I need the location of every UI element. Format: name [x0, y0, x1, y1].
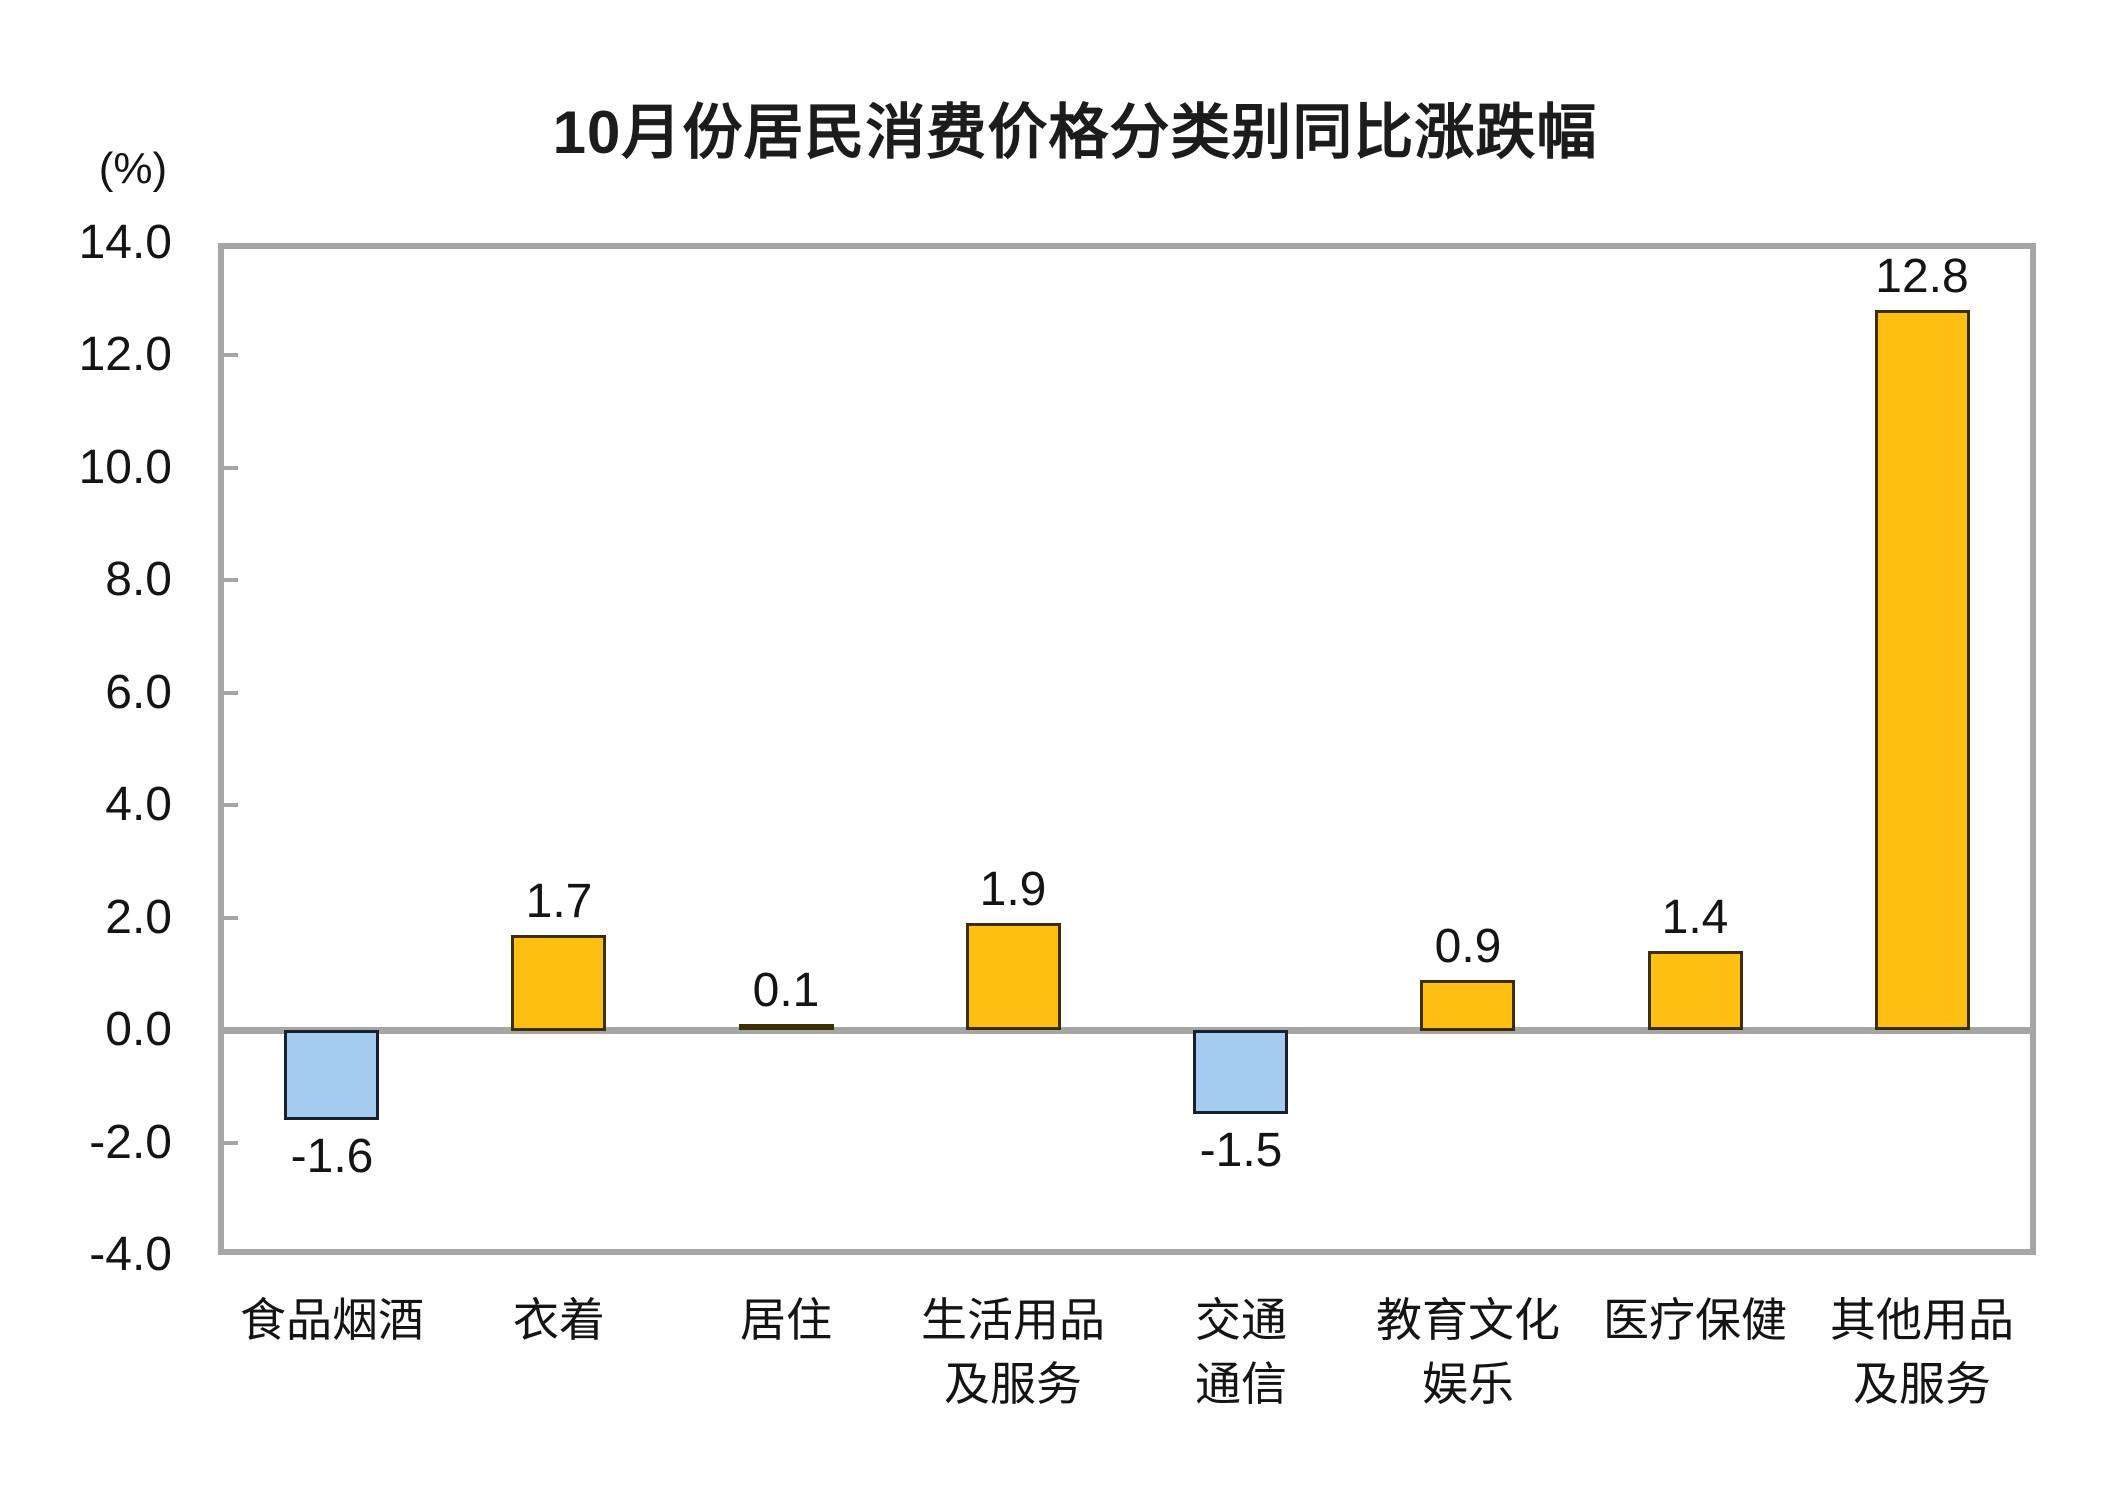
y-tick-label: 2.0 [105, 891, 172, 944]
x-tick-label: 食品烟酒 [240, 1294, 424, 1346]
y-tick-label: 0.0 [105, 1003, 172, 1056]
bar-value-label: 1.7 [525, 875, 593, 928]
y-tick-mark [224, 916, 238, 920]
y-tick-label: 4.0 [105, 778, 172, 831]
y-tick-mark [224, 803, 238, 807]
y-tick-mark [224, 353, 238, 357]
y-tick-mark [224, 466, 238, 470]
bar-value-label: -1.5 [1199, 1124, 1283, 1177]
x-tick-label: 衣着 [513, 1294, 605, 1346]
bar-value-label: -1.6 [290, 1130, 374, 1183]
y-tick-label: 14.0 [78, 216, 172, 269]
y-tick-label: -4.0 [89, 1228, 172, 1281]
y-tick-mark [224, 691, 238, 695]
y-tick-mark [224, 1141, 238, 1145]
chart-title: 10月份居民消费价格分类别同比涨跌幅 [552, 99, 1598, 166]
bar-value-label: 0.9 [1434, 920, 1502, 973]
y-tick-label: 10.0 [78, 441, 172, 494]
x-tick-label: 其他用品 及服务 [1830, 1294, 2014, 1410]
x-tick-label: 居住 [740, 1294, 832, 1346]
bar [1193, 1030, 1288, 1114]
x-tick-label: 交通 通信 [1195, 1294, 1287, 1410]
y-tick-label: 8.0 [105, 553, 172, 606]
zero-axis-line [224, 1027, 2030, 1034]
y-tick-label: 6.0 [105, 666, 172, 719]
y-tick-label: 12.0 [78, 328, 172, 381]
bar [1420, 980, 1515, 1031]
x-tick-label: 生活用品 及服务 [921, 1294, 1105, 1410]
bar-value-label: 1.4 [1661, 891, 1729, 944]
x-tick-label: 医疗保健 [1603, 1294, 1787, 1346]
bar [1648, 951, 1743, 1030]
bar [966, 923, 1061, 1030]
bar [284, 1030, 379, 1120]
bar [739, 1024, 834, 1030]
x-tick-label: 教育文化 娱乐 [1376, 1294, 1560, 1410]
y-tick-mark [224, 578, 238, 582]
bar [511, 935, 606, 1031]
y-tick-label: -2.0 [89, 1116, 172, 1169]
bar [1875, 310, 1970, 1030]
bar-value-label: 0.1 [752, 964, 820, 1017]
bar-value-label: 12.8 [1875, 250, 1969, 303]
y-axis-unit-label: (%) [98, 144, 168, 193]
plot-area [218, 243, 2036, 1255]
bar-value-label: 1.9 [979, 863, 1047, 916]
